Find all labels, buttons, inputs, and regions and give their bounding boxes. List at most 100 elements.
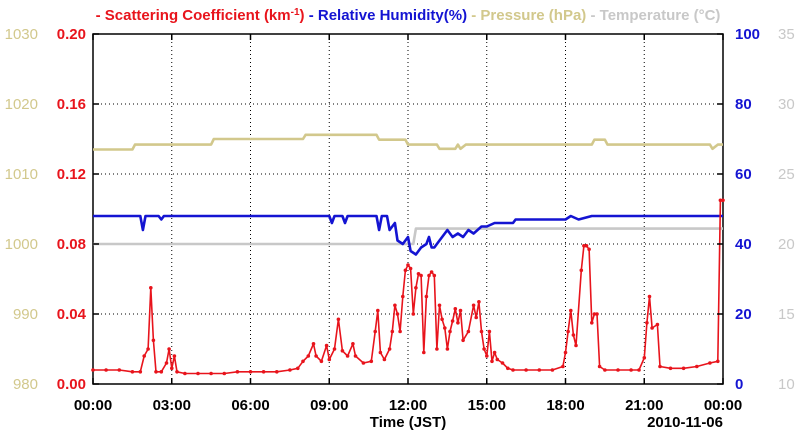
temperature-tick-label: 10 xyxy=(778,376,795,393)
scattering-coefficient-point xyxy=(361,361,366,365)
scattering-coefficient-point xyxy=(456,321,460,325)
scattering-tick-label: 0.20 xyxy=(57,26,86,43)
scattering-coefficient-point xyxy=(571,333,576,337)
scattering-coefficient-point xyxy=(629,368,633,372)
scattering-coefficient-point xyxy=(167,347,171,351)
scattering-coefficient-line xyxy=(93,199,723,375)
x-tick-label: 00:00 xyxy=(74,397,112,414)
scattering-coefficient-point xyxy=(718,198,723,203)
scattering-coefficient-point xyxy=(466,329,471,334)
pressure-tick-label: 990 xyxy=(13,306,38,323)
scattering-coefficient-point xyxy=(369,359,374,364)
x-tick-label: 09:00 xyxy=(310,397,348,414)
pressure-tick-label: 1010 xyxy=(5,166,38,183)
scattering-coefficient-point xyxy=(563,350,568,355)
scattering-coefficient-point xyxy=(261,370,266,374)
scattering-coefficient-point xyxy=(584,244,589,248)
scattering-coefficient-point xyxy=(561,364,565,369)
scattering-coefficient-point xyxy=(458,308,463,313)
legend-entry: Relative Humidity(%) xyxy=(318,7,467,24)
scattering-coefficient-point xyxy=(595,312,599,316)
scattering-coefficient-point xyxy=(301,359,305,364)
scattering-coefficient-point xyxy=(209,371,213,376)
x-tick-label: 21:00 xyxy=(625,397,663,414)
scattering-coefficient-point xyxy=(579,268,584,273)
scattering-coefficient-point xyxy=(419,273,423,278)
scattering-coefficient-point xyxy=(450,319,455,323)
scattering-coefficient-point xyxy=(196,371,200,376)
scattering-coefficient-point xyxy=(222,371,227,376)
scattering-coefficient-point xyxy=(658,364,662,369)
scattering-coefficient-point xyxy=(387,347,392,351)
humidity-tick-label: 80 xyxy=(735,96,752,113)
legend: - Scattering Coefficient (km-1) - Relati… xyxy=(96,7,721,25)
scattering-coefficient-point xyxy=(393,303,397,308)
pressure-tick-label: 1030 xyxy=(5,26,38,43)
scattering-coefficient-point xyxy=(443,326,447,330)
scattering-coefficient-point xyxy=(117,368,122,372)
scattering-coefficient-point xyxy=(524,368,528,372)
scattering-coefficient-point xyxy=(373,329,378,334)
scattering-coefficient-point xyxy=(403,268,408,273)
scattering-coefficient-point xyxy=(395,312,400,316)
scattering-coefficient-point xyxy=(275,370,279,374)
pressure-tick-label: 1000 xyxy=(5,236,38,253)
scattering-coefficient-point xyxy=(487,329,492,334)
scattering-coefficient-point xyxy=(390,329,395,334)
scattering-coefficient-point xyxy=(574,343,578,348)
humidity-tick-label: 60 xyxy=(735,166,752,183)
scattering-coefficient-point xyxy=(537,368,542,372)
scattering-coefficient-point xyxy=(424,294,429,299)
scattering-coefficient-point xyxy=(378,350,383,355)
scattering-coefficient-point xyxy=(411,312,416,316)
scattering-coefficient-point xyxy=(306,354,311,358)
scattering-coefficient-point xyxy=(616,368,620,372)
axes-layer: 00:00 03:00 06:00 09:00 12:00 15:00 18:00 21:00… xyxy=(5,26,795,414)
scattering-coefficient-point xyxy=(437,303,442,308)
x-tick-label: 06:00 xyxy=(231,397,269,414)
temperature-line xyxy=(93,227,723,246)
x-tick-label: 18:00 xyxy=(546,397,584,414)
scattering-coefficient-point xyxy=(695,364,699,369)
scattering-coefficient-point xyxy=(453,307,458,311)
scattering-coefficient-point xyxy=(159,370,164,374)
pressure-tick-label: 980 xyxy=(13,376,38,393)
temperature-tick-label: 35 xyxy=(778,26,795,43)
scattering-coefficient-point xyxy=(351,342,355,346)
scattering-coefficient-point xyxy=(500,361,505,365)
scattering-coefficient-point xyxy=(164,361,169,365)
scattering-coefficient-point xyxy=(495,357,500,362)
scattering-coefficient-point xyxy=(440,317,444,322)
scattering-coefficient-point xyxy=(170,366,174,371)
scattering-coefficient-point xyxy=(175,370,179,374)
scattering-coefficient-point xyxy=(590,321,594,325)
temperature-tick-label: 25 xyxy=(778,166,795,183)
scattering-coefficient-point xyxy=(416,272,421,276)
humidity-tick-label: 0 xyxy=(735,376,743,393)
humidity-tick-label: 40 xyxy=(735,236,752,253)
scattering-coefficient-point xyxy=(721,198,725,203)
scattering-coefficient-point xyxy=(408,266,413,271)
legend-dash: - xyxy=(467,7,480,24)
scattering-coefficient-point xyxy=(492,350,497,355)
x-tick-label: 00:00 xyxy=(704,397,742,414)
scattering-coefficient-point xyxy=(477,300,481,304)
scattering-coefficient-point xyxy=(461,338,465,343)
temperature-tick-label: 20 xyxy=(778,236,795,253)
scattering-coefficient-point xyxy=(569,308,573,313)
pressure-tick-label: 1020 xyxy=(5,96,38,113)
scattering-coefficient-point xyxy=(435,347,439,351)
scattering-coefficient-point xyxy=(414,286,418,290)
legend-superscript: -1 xyxy=(291,7,300,18)
scattering-coefficient-point xyxy=(650,326,654,330)
scattering-coefficient-point xyxy=(130,370,135,374)
x-axis-label: Time (JST) xyxy=(370,414,446,431)
scattering-coefficient-point xyxy=(592,312,597,316)
scattering-tick-label: 0.16 xyxy=(57,96,86,113)
scattering-coefficient-point xyxy=(432,273,437,278)
scattering-coefficient-point xyxy=(445,347,450,351)
scattering-coefficient-point xyxy=(550,368,555,372)
scattering-tick-label: 0.00 xyxy=(57,376,86,393)
scattering-tick-label: 0.04 xyxy=(57,306,87,323)
scattering-coefficient-point xyxy=(716,359,720,364)
